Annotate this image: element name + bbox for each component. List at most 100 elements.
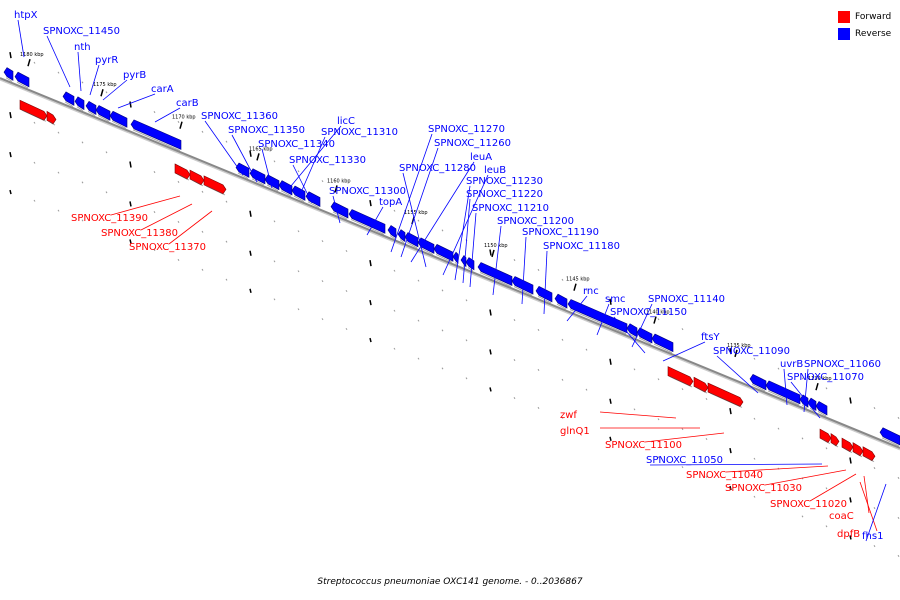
gene-label-ftsy: ftsY xyxy=(701,332,720,343)
leader-spnoxc-11180 xyxy=(543,250,548,315)
gene-label-spnoxc-11370: SPNOXC_11370 xyxy=(129,242,206,253)
ruler-mark xyxy=(129,101,132,108)
ruler-mark xyxy=(729,447,732,454)
ruler-mark xyxy=(801,515,804,518)
gene-label-spnoxc-11360: SPNOXC_11360 xyxy=(201,111,278,122)
axis-line xyxy=(0,77,900,449)
ruler-mark xyxy=(417,357,420,360)
ruler-mark xyxy=(33,161,36,164)
gene-features xyxy=(3,67,900,463)
leader-spnoxc-11300 xyxy=(332,195,341,224)
leader-spnoxc-11230 xyxy=(454,185,471,281)
ruler-mark xyxy=(825,387,828,390)
ruler-mark xyxy=(489,309,492,316)
legend-reverse: Reverse xyxy=(838,26,891,41)
ruler-mark xyxy=(849,535,852,540)
legend-forward: Forward xyxy=(838,9,891,24)
ruler-mark xyxy=(513,359,516,362)
gene-label-spnoxc-11260: SPNOXC_11260 xyxy=(434,138,511,149)
ruler-mark xyxy=(873,507,876,510)
ruler-mark xyxy=(417,319,420,322)
ruler-mark xyxy=(561,378,564,381)
gene-label-spnoxc-11030: SPNOXC_11030 xyxy=(725,483,802,494)
leader-zwf xyxy=(599,411,677,419)
ruler-mark xyxy=(321,180,324,183)
ruler-mark xyxy=(201,130,204,133)
gene-block-shadow xyxy=(97,115,110,122)
ruler-mark xyxy=(825,447,828,450)
ruler-mark xyxy=(441,289,444,292)
gene-block-shadow xyxy=(307,201,320,208)
gene-block-shadow xyxy=(87,110,96,116)
leader-spnoxc-11190 xyxy=(521,236,527,305)
leader-spnoxc-11310 xyxy=(298,136,326,198)
ruler-mark xyxy=(897,516,900,519)
gene-label-rnc: rnc xyxy=(583,286,599,297)
ruler-mark xyxy=(201,268,204,271)
ruler-mark xyxy=(585,388,588,391)
ruler-mark xyxy=(225,240,228,243)
ruler-mark xyxy=(249,210,252,217)
ruler-mark xyxy=(729,347,732,355)
axis-shadow xyxy=(0,78,900,451)
gene-block-shadow xyxy=(832,443,839,448)
leader-spnoxc-11220 xyxy=(462,198,471,284)
ruler-mark xyxy=(297,230,300,233)
gene-label-spnoxc-11100: SPNOXC_11100 xyxy=(605,440,682,451)
gene-block-forward xyxy=(174,163,191,180)
ruler-mark xyxy=(561,416,564,419)
ruler-mark xyxy=(537,368,540,371)
gene-block-reverse xyxy=(74,96,85,111)
ruler-mark xyxy=(321,240,324,243)
gene-label-spnoxc-11340: SPNOXC_11340 xyxy=(258,139,335,150)
ruler-mark xyxy=(465,299,468,302)
ruler-mark xyxy=(873,545,876,548)
ruler-mark xyxy=(513,259,516,262)
gene-block-shadow xyxy=(638,337,652,345)
ruler-mark xyxy=(225,200,228,203)
legend-forward-swatch xyxy=(838,10,850,23)
gene-block-shadow xyxy=(709,392,743,408)
ruler-mark xyxy=(657,456,660,459)
ruler-mark xyxy=(873,407,876,410)
tick-mark xyxy=(334,185,338,193)
gene-label-spnoxc-11050: SPNOXC_11050 xyxy=(646,455,723,466)
gene-block-shadow xyxy=(293,195,305,202)
ruler-mark xyxy=(441,329,444,332)
ruler-mark xyxy=(9,189,12,195)
gene-block-shadow xyxy=(695,386,708,394)
gene-block-shadow xyxy=(191,179,204,187)
leader-nth xyxy=(77,51,82,92)
gene-block-reverse xyxy=(3,67,14,81)
gene-label-leub: leuB xyxy=(484,165,506,176)
ruler-mark xyxy=(369,259,372,267)
gene-block-shadow xyxy=(350,219,385,235)
ruler-mark xyxy=(153,171,156,174)
ruler-mark xyxy=(105,229,108,232)
gene-block-shadow xyxy=(817,411,827,417)
gene-block-shadow xyxy=(569,309,627,335)
leader-ftsy xyxy=(662,341,706,362)
ruler-mark xyxy=(33,199,36,202)
gene-label-spnoxc-11450: SPNOXC_11450 xyxy=(43,26,120,37)
gene-label-spnoxc-11280: SPNOXC_11280 xyxy=(399,163,476,174)
gene-block-shadow xyxy=(669,376,693,388)
ruler-mark xyxy=(489,349,492,355)
gene-label-nth: nth xyxy=(74,42,91,53)
leader-cara xyxy=(117,93,156,109)
leader-spnoxc-11380 xyxy=(140,203,193,231)
tick-label: 1180 kbp xyxy=(20,52,44,58)
ruler-mark xyxy=(57,131,60,134)
gene-block-forward xyxy=(693,376,709,393)
gene-label-spnoxc-11220: SPNOXC_11220 xyxy=(466,189,543,200)
gene-block-shadow xyxy=(556,303,567,310)
ruler-mark xyxy=(801,437,804,440)
leader-spnoxc-11360 xyxy=(204,120,244,176)
gene-block-shadow xyxy=(111,120,127,129)
ruler-mark xyxy=(657,378,660,381)
ruler-mark xyxy=(273,260,276,263)
ruler-mark xyxy=(321,318,324,321)
gene-label-spnoxc-11380: SPNOXC_11380 xyxy=(101,228,178,239)
gene-block-reverse xyxy=(651,333,674,353)
ruler-mark xyxy=(369,299,372,306)
